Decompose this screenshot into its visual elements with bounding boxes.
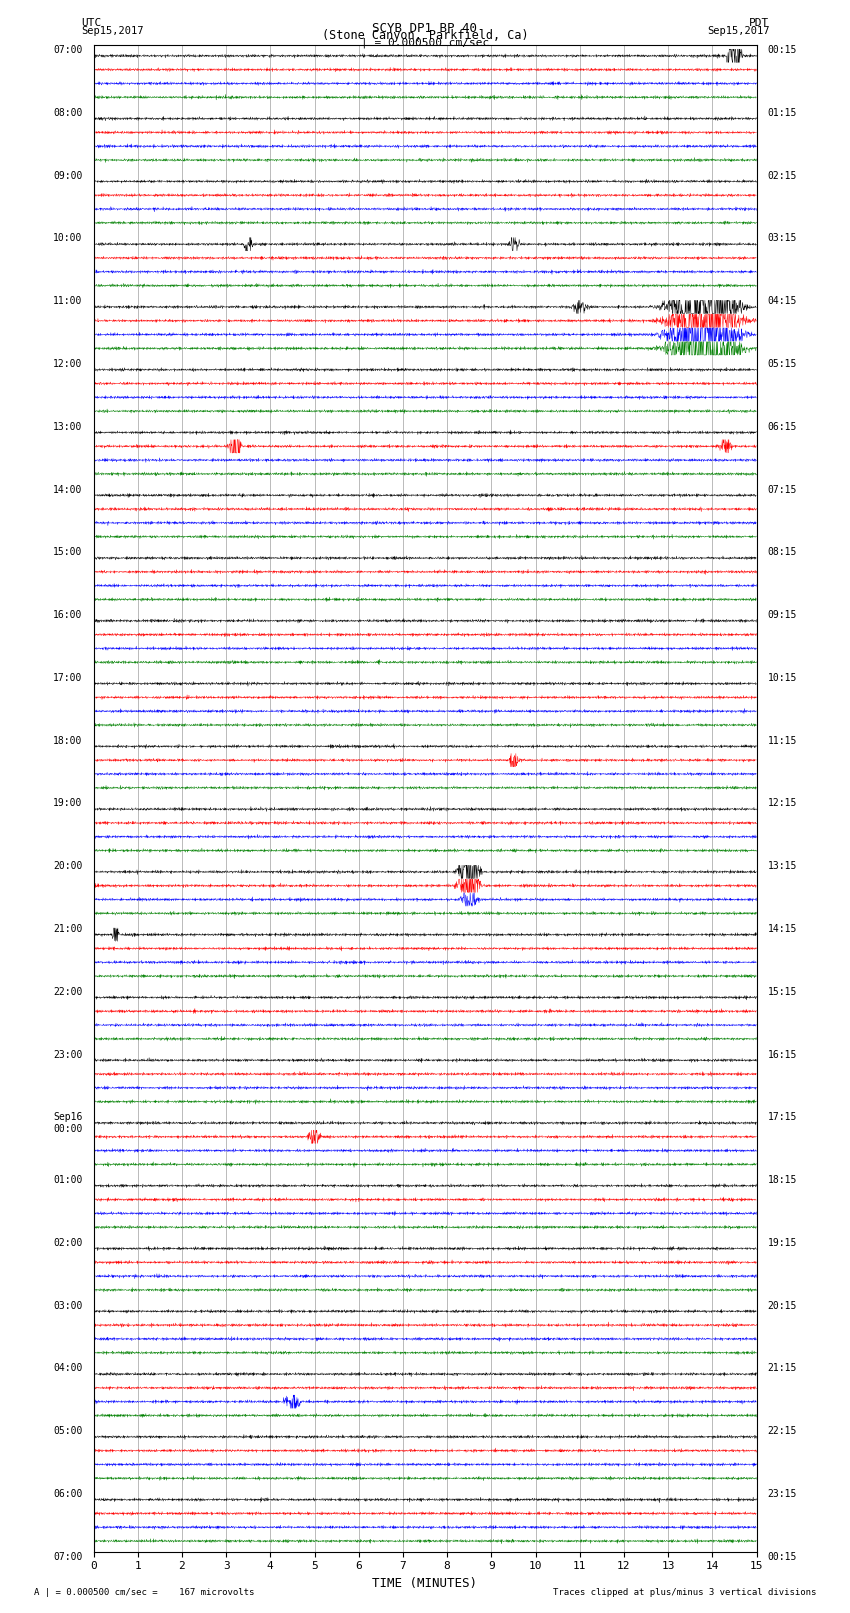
Text: 01:00: 01:00 — [53, 1174, 82, 1186]
Text: 18:00: 18:00 — [53, 736, 82, 745]
Text: 07:00: 07:00 — [53, 45, 82, 55]
Text: 13:15: 13:15 — [768, 861, 797, 871]
Text: (Stone Canyon, Parkfield, Ca): (Stone Canyon, Parkfield, Ca) — [321, 29, 529, 42]
Text: 06:15: 06:15 — [768, 421, 797, 432]
Text: 05:15: 05:15 — [768, 360, 797, 369]
Text: 12:00: 12:00 — [53, 360, 82, 369]
Text: | = 0.000500 cm/sec: | = 0.000500 cm/sec — [361, 37, 489, 48]
Text: Traces clipped at plus/minus 3 vertical divisions: Traces clipped at plus/minus 3 vertical … — [552, 1587, 816, 1597]
Text: 08:00: 08:00 — [53, 108, 82, 118]
Text: 23:15: 23:15 — [768, 1489, 797, 1498]
Text: SCYB DP1 BP 40: SCYB DP1 BP 40 — [372, 23, 478, 35]
Text: 22:15: 22:15 — [768, 1426, 797, 1436]
Text: A | = 0.000500 cm/sec =    167 microvolts: A | = 0.000500 cm/sec = 167 microvolts — [34, 1587, 254, 1597]
Text: 22:00: 22:00 — [53, 987, 82, 997]
Text: 16:00: 16:00 — [53, 610, 82, 619]
Text: 03:00: 03:00 — [53, 1300, 82, 1311]
Text: Sep15,2017: Sep15,2017 — [706, 26, 769, 35]
Text: 02:15: 02:15 — [768, 171, 797, 181]
Text: 10:15: 10:15 — [768, 673, 797, 682]
Text: Sep15,2017: Sep15,2017 — [81, 26, 144, 35]
Text: 02:00: 02:00 — [53, 1237, 82, 1248]
Text: 21:15: 21:15 — [768, 1363, 797, 1373]
Text: 00:15: 00:15 — [768, 45, 797, 55]
Text: 19:00: 19:00 — [53, 798, 82, 808]
Text: 07:00: 07:00 — [53, 1552, 82, 1561]
Text: 10:00: 10:00 — [53, 234, 82, 244]
Text: 16:15: 16:15 — [768, 1050, 797, 1060]
Text: 20:00: 20:00 — [53, 861, 82, 871]
Text: 05:00: 05:00 — [53, 1426, 82, 1436]
Text: 07:15: 07:15 — [768, 484, 797, 495]
Text: 17:15: 17:15 — [768, 1113, 797, 1123]
Text: Sep16
00:00: Sep16 00:00 — [53, 1113, 82, 1134]
Text: 01:15: 01:15 — [768, 108, 797, 118]
Text: 15:15: 15:15 — [768, 987, 797, 997]
X-axis label: TIME (MINUTES): TIME (MINUTES) — [372, 1578, 478, 1590]
Text: 17:00: 17:00 — [53, 673, 82, 682]
Text: 11:15: 11:15 — [768, 736, 797, 745]
Text: 18:15: 18:15 — [768, 1174, 797, 1186]
Text: 21:00: 21:00 — [53, 924, 82, 934]
Text: UTC: UTC — [81, 18, 101, 27]
Text: PDT: PDT — [749, 18, 769, 27]
Text: 11:00: 11:00 — [53, 297, 82, 306]
Text: 15:00: 15:00 — [53, 547, 82, 558]
Text: 13:00: 13:00 — [53, 421, 82, 432]
Text: 14:00: 14:00 — [53, 484, 82, 495]
Text: 08:15: 08:15 — [768, 547, 797, 558]
Text: 09:15: 09:15 — [768, 610, 797, 619]
Text: 12:15: 12:15 — [768, 798, 797, 808]
Text: 04:00: 04:00 — [53, 1363, 82, 1373]
Text: 04:15: 04:15 — [768, 297, 797, 306]
Text: 20:15: 20:15 — [768, 1300, 797, 1311]
Text: 09:00: 09:00 — [53, 171, 82, 181]
Text: 19:15: 19:15 — [768, 1237, 797, 1248]
Text: 00:15: 00:15 — [768, 1552, 797, 1561]
Text: 06:00: 06:00 — [53, 1489, 82, 1498]
Text: 23:00: 23:00 — [53, 1050, 82, 1060]
Text: 03:15: 03:15 — [768, 234, 797, 244]
Text: 14:15: 14:15 — [768, 924, 797, 934]
